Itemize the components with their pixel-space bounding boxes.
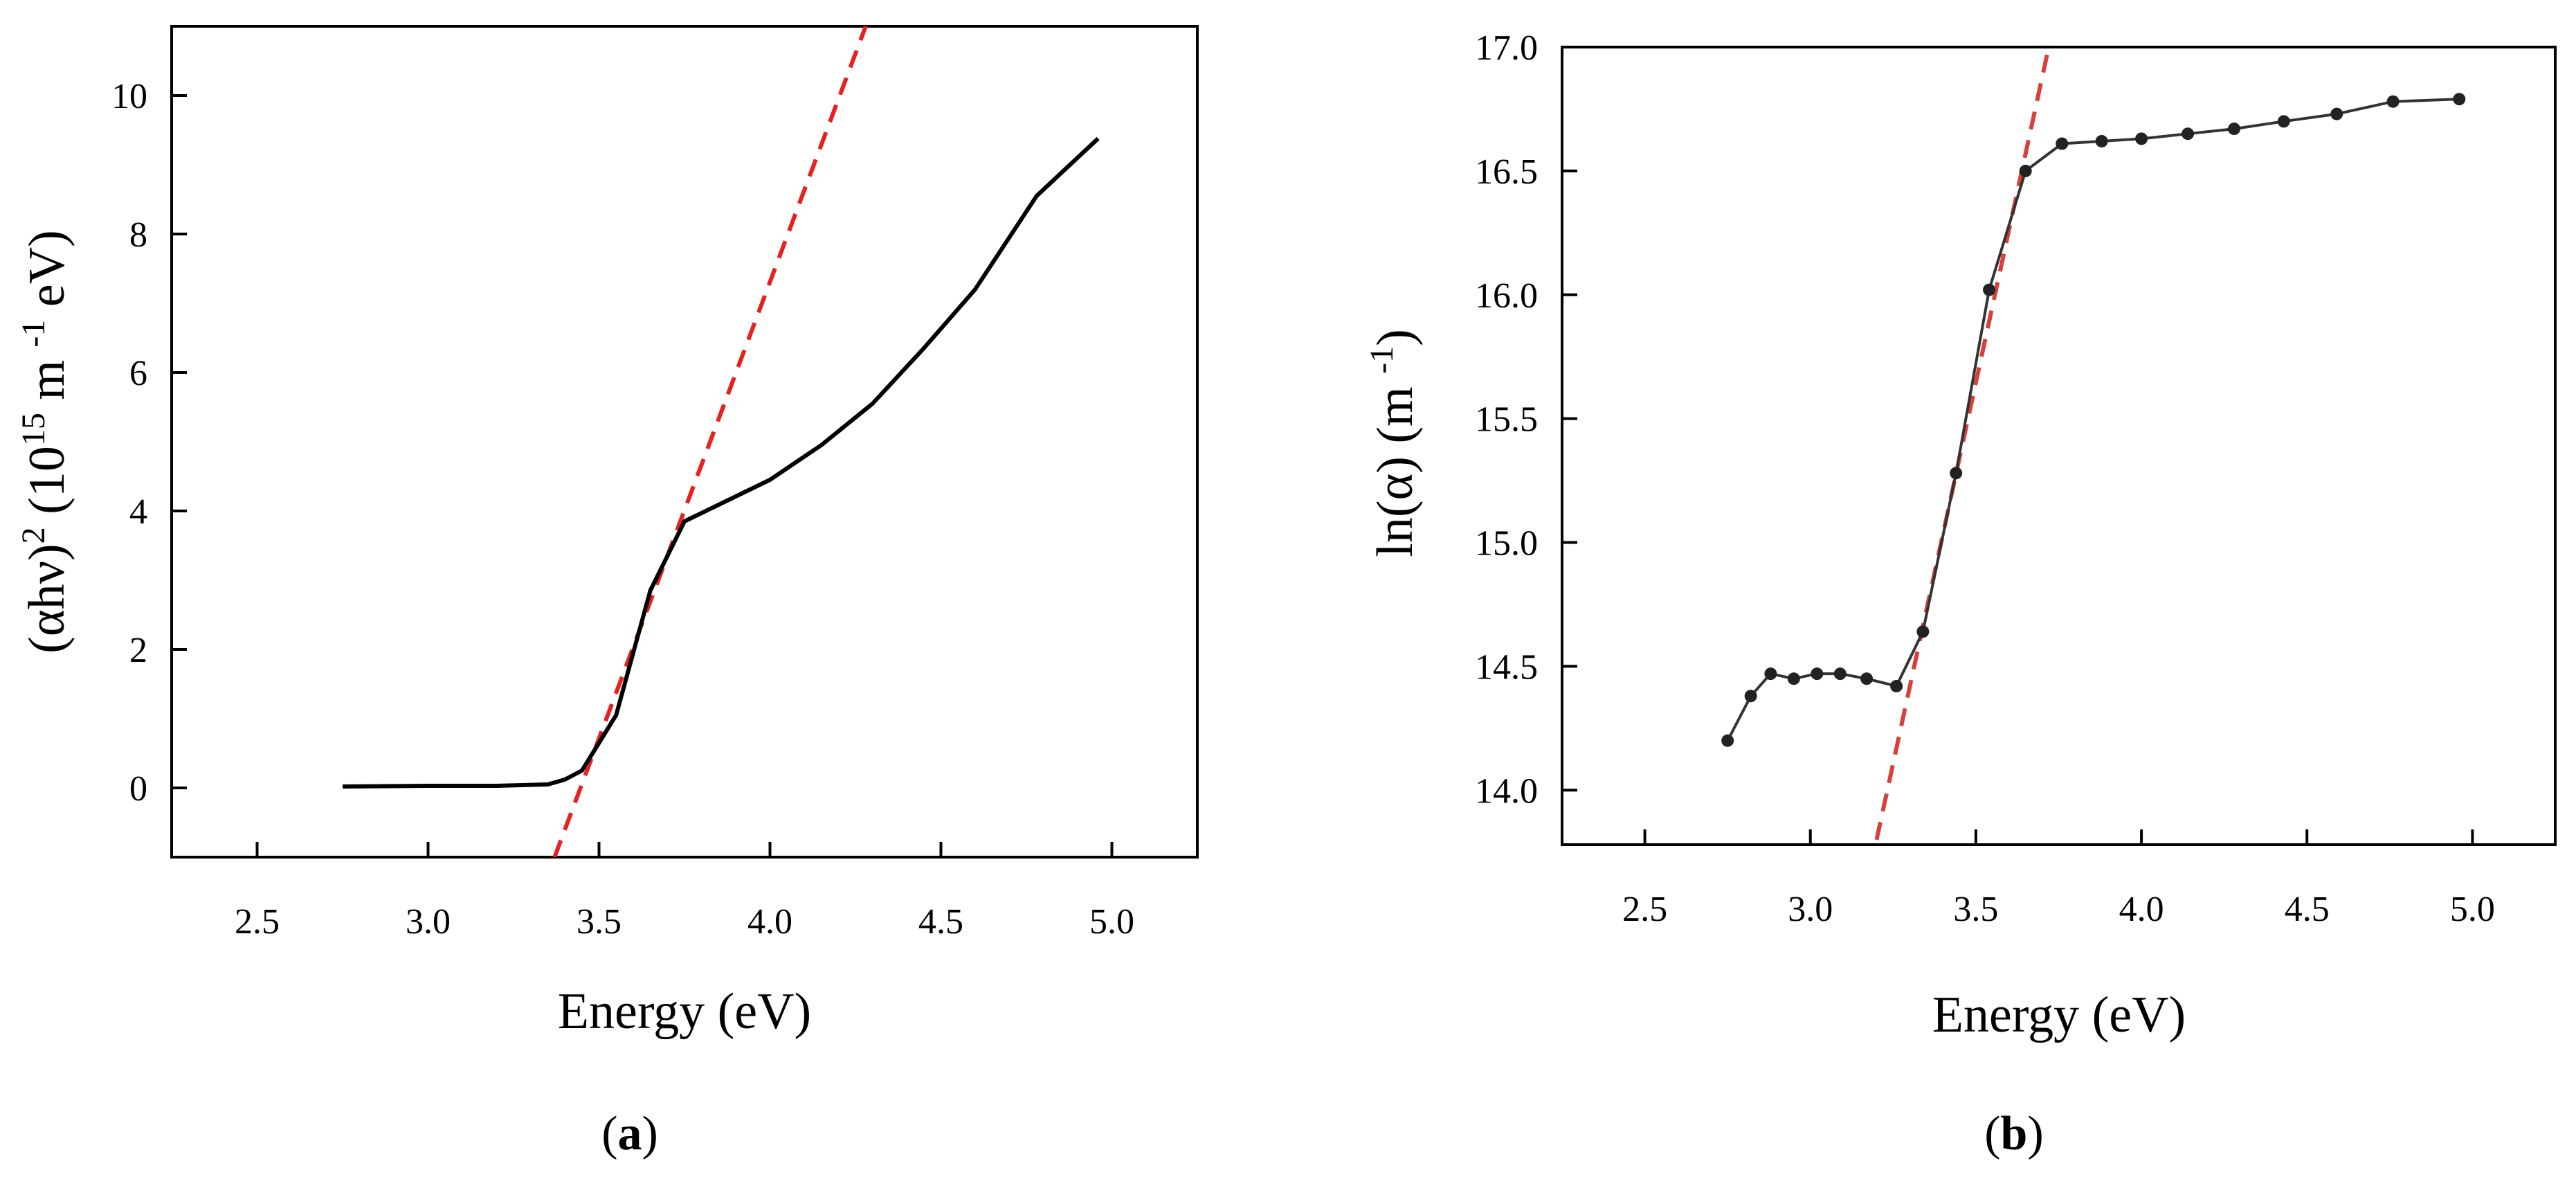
panel-a-x-tick-label: 2.5 <box>235 902 280 942</box>
panel-b-data-point <box>2330 107 2343 120</box>
panel-b-data-point <box>2056 137 2069 150</box>
panel-a-x-tick-label: 4.0 <box>747 902 792 942</box>
panel-b-x-tick-label: 3.5 <box>1953 890 1998 929</box>
panel-a-y-tick-label: 8 <box>129 215 147 255</box>
panel-b-data-point <box>2386 95 2400 108</box>
panel-a-y-axis-title-sup1: 2 <box>15 527 52 543</box>
panel-b-plot-frame <box>1561 46 2557 846</box>
panel-b-data-point <box>1860 672 1874 685</box>
panel-b-y-tick-label: 15.5 <box>1475 400 1538 440</box>
panel-a-linear-fit-line <box>552 26 868 857</box>
panel-b-x-tick-label: 2.5 <box>1622 890 1667 929</box>
panel-b-data-point <box>1983 283 1996 296</box>
panel-b-data-point <box>2019 164 2032 177</box>
panel-b-data-point <box>1744 690 1757 703</box>
panel-a-y-tick-label: 6 <box>129 354 147 393</box>
panel-a-x-tick-label: 3.0 <box>406 902 451 942</box>
panel-b-data-point <box>1833 667 1847 681</box>
panel-b-data-point <box>1950 467 1963 480</box>
panel-a-y-axis-title-mid2: m <box>19 348 75 413</box>
panel-b-data-point <box>2228 123 2241 136</box>
panel-a-y-axis-title-sup2: 15 <box>15 413 52 446</box>
panel-b-y-axis-title: ln(α) (m -1) <box>1363 329 1424 557</box>
panel-b-data-point <box>1890 680 1903 693</box>
panel-a-y-axis-title-sup3: -1 <box>15 320 52 348</box>
panel-b-data-point <box>2135 132 2148 145</box>
panel-b-data-point <box>2182 127 2195 141</box>
panel-b-y-tick-label: 14.5 <box>1475 647 1538 687</box>
panel-a-y-tick-label: 2 <box>129 631 147 670</box>
panel-a-y-axis-title-suffix: eV) <box>19 230 75 319</box>
panel-b-x-axis-title: Energy (eV) <box>1932 987 2186 1043</box>
panel-b-y-tick-label: 17.0 <box>1475 28 1538 68</box>
panel-b: 2.5 3.0 3.5 4.0 4.5 5.0 14.0 14.5 15.0 15.5 16.0 16… <box>1363 28 2557 1160</box>
panel-a-x-axis-title: Energy (eV) <box>558 983 811 1040</box>
panel-b-x-tick-label: 4.0 <box>2119 890 2164 929</box>
panel-b-x-tick-label: 5.0 <box>2450 890 2495 929</box>
panel-b-y-tick-label: 16.5 <box>1475 152 1538 192</box>
panel-b-y-tick-label: 14.0 <box>1475 771 1538 811</box>
panel-a-x-tick-label: 3.5 <box>577 902 622 942</box>
panel-a-y-axis-title-prefix: (αhν) <box>19 543 75 654</box>
panel-b-y-axis-title-sup: -1 <box>1363 346 1400 374</box>
panel-b-linear-fit-line <box>1874 47 2051 841</box>
panel-b-data-point <box>1721 734 1734 747</box>
panel-a-label: (a) <box>601 1107 658 1160</box>
panel-b-y-tick-label: 15.0 <box>1475 524 1538 564</box>
panel-a-y-tick-label: 0 <box>129 769 147 809</box>
panel-b-data-point <box>2277 115 2290 128</box>
panel-a-x-tick-label: 5.0 <box>1089 902 1134 942</box>
panel-b-label: (b) <box>1984 1107 2044 1160</box>
panel-b-data-point <box>1787 672 1800 685</box>
panel-a-y-tick-label: 4 <box>129 492 147 532</box>
panel-a-data-line <box>342 136 1100 789</box>
panel-a-plot-frame <box>170 25 1199 859</box>
panel-a-y-tick-label: 10 <box>111 77 147 116</box>
panel-a-x-tick-label: 4.5 <box>918 902 963 942</box>
panel-b-y-axis-title-suffix: ) <box>1367 329 1424 346</box>
panel-b-data-point <box>1916 625 1930 638</box>
panel-b-data-line <box>1726 98 2460 742</box>
panel-a-y-axis-title-mid: (10 <box>19 446 75 527</box>
panel-b-data-point <box>2453 93 2466 106</box>
panel-b-data-point <box>1811 667 1824 681</box>
panel-b-y-axis-title-prefix: ln(α) (m <box>1367 374 1424 557</box>
panel-a-y-axis-title: (αhν)2 (1015 m -1 eV) <box>15 230 75 654</box>
panel-b-y-tick-label: 16.0 <box>1475 276 1538 316</box>
panel-b-data-point <box>1764 667 1777 681</box>
panel-b-data-point <box>2095 134 2108 147</box>
panel-b-x-tick-label: 4.5 <box>2285 890 2330 929</box>
panel-b-x-tick-label: 3.0 <box>1788 890 1833 929</box>
panel-a: 2.5 3.0 3.5 4.0 4.5 5.0 0 2 4 6 8 10 Energy (eV) (α… <box>15 25 1199 1160</box>
